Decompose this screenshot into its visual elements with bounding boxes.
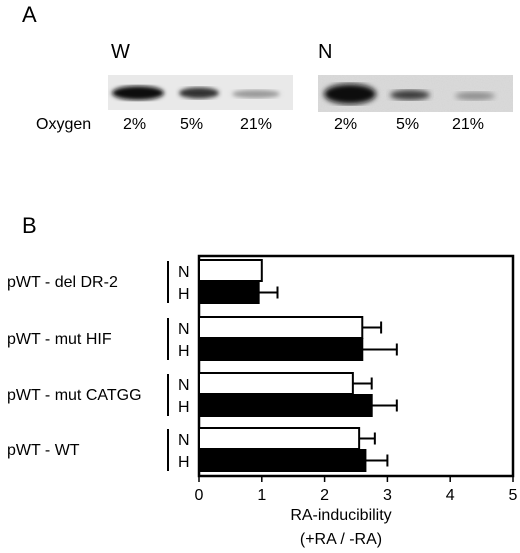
panel-a-letter: A <box>22 2 37 27</box>
group-label: pWT - del DR-2 <box>7 274 118 291</box>
bar-label: N <box>178 321 190 338</box>
lane-n-21pct: 21% <box>452 116 485 133</box>
bar <box>198 316 364 339</box>
group-label: pWT - mut HIF <box>7 331 112 348</box>
bar <box>198 259 263 282</box>
western-blot-n <box>318 75 513 112</box>
bar-label: H <box>178 454 190 471</box>
group-label: pWT - WT <box>7 442 80 459</box>
oxygen-row-label: Oxygen <box>36 116 92 133</box>
x-tick-label: 2 <box>320 487 329 504</box>
bar <box>198 394 373 417</box>
plot-frame <box>197 254 515 478</box>
bar <box>198 338 364 361</box>
lane-w-2pct: 2% <box>123 116 147 133</box>
lane-n-2pct: 2% <box>334 116 358 133</box>
lane-n-5pct: 5% <box>396 116 420 133</box>
x-tick-label: 4 <box>446 487 455 504</box>
panel-b-letter: B <box>22 213 37 238</box>
lane-w-21pct: 21% <box>240 116 273 133</box>
bar <box>198 427 361 450</box>
bar-label: H <box>178 343 190 360</box>
lane-w-5pct: 5% <box>180 116 204 133</box>
blot-w-label: W <box>111 41 130 63</box>
x-tick-label: 5 <box>509 487 518 504</box>
bar-label: N <box>178 264 190 281</box>
bar-label: H <box>178 286 190 303</box>
group-label: pWT - mut CATGG <box>7 387 142 404</box>
x-tick-label: 1 <box>257 487 266 504</box>
x-axis-label-line1: RA-inducibility <box>290 507 391 524</box>
bar <box>198 449 367 472</box>
bar-label: H <box>178 399 190 416</box>
x-tick-label: 0 <box>195 487 204 504</box>
bar <box>198 281 260 304</box>
western-blot-w <box>108 75 293 110</box>
x-axis-label-line2: (+RA / -RA) <box>300 531 382 548</box>
x-tick-label: 3 <box>383 487 392 504</box>
bar <box>198 372 354 395</box>
bar-label: N <box>178 432 190 449</box>
bar-label: N <box>178 377 190 394</box>
blot-n-label: N <box>318 41 333 63</box>
